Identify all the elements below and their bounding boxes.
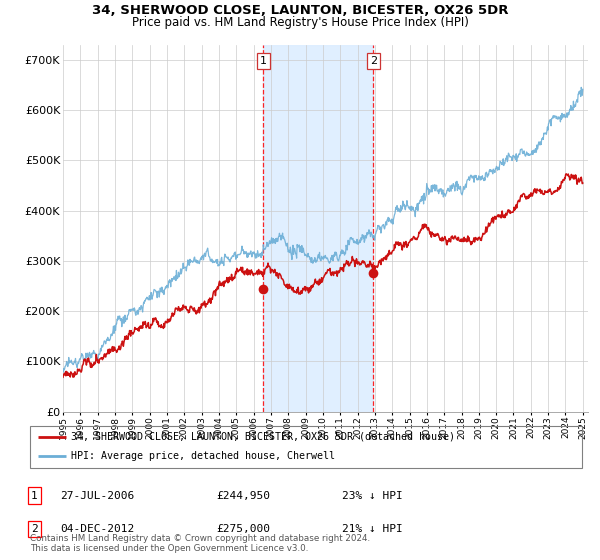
Text: 21% ↓ HPI: 21% ↓ HPI bbox=[342, 524, 403, 534]
Text: 34, SHERWOOD CLOSE, LAUNTON, BICESTER, OX26 5DR (detached house): 34, SHERWOOD CLOSE, LAUNTON, BICESTER, O… bbox=[71, 432, 455, 442]
Text: 34, SHERWOOD CLOSE, LAUNTON, BICESTER, OX26 5DR: 34, SHERWOOD CLOSE, LAUNTON, BICESTER, O… bbox=[92, 4, 508, 17]
Text: Contains HM Land Registry data © Crown copyright and database right 2024.
This d: Contains HM Land Registry data © Crown c… bbox=[30, 534, 370, 553]
Text: HPI: Average price, detached house, Cherwell: HPI: Average price, detached house, Cher… bbox=[71, 451, 335, 461]
Bar bbox=[263, 45, 373, 412]
Text: 2: 2 bbox=[370, 56, 377, 66]
Text: Price paid vs. HM Land Registry's House Price Index (HPI): Price paid vs. HM Land Registry's House … bbox=[131, 16, 469, 29]
Text: £244,950: £244,950 bbox=[216, 491, 270, 501]
Text: 04-DEC-2012: 04-DEC-2012 bbox=[60, 524, 134, 534]
Text: 1: 1 bbox=[31, 491, 38, 501]
Text: 1: 1 bbox=[260, 56, 267, 66]
Text: 27-JUL-2006: 27-JUL-2006 bbox=[60, 491, 134, 501]
Text: 23% ↓ HPI: 23% ↓ HPI bbox=[342, 491, 403, 501]
Text: £275,000: £275,000 bbox=[216, 524, 270, 534]
Text: 2: 2 bbox=[31, 524, 38, 534]
